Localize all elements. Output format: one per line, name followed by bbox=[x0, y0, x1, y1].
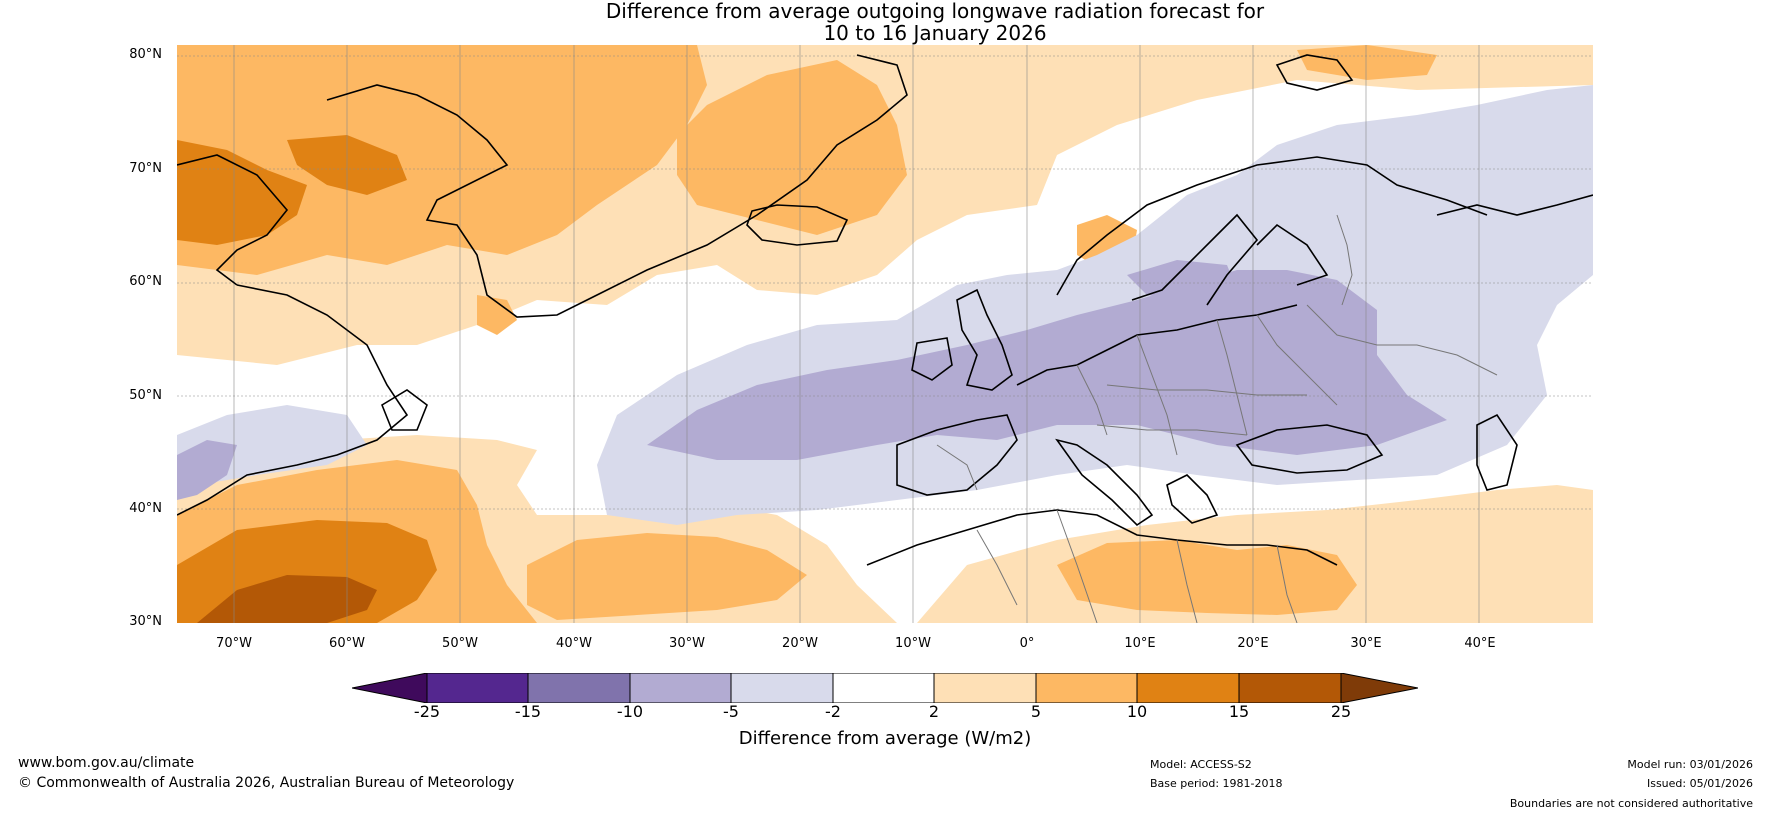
colorbar-tick-5: 5 bbox=[1030, 702, 1042, 721]
colorbar-title: Difference from average (W/m2) bbox=[738, 728, 1032, 749]
model-name: Model: ACCESS-S2 bbox=[1150, 758, 1252, 771]
russia-arctic-coast bbox=[1436, 194, 1593, 216]
svalbard-coast bbox=[1275, 54, 1354, 91]
issued-date: Issued: 05/01/2026 bbox=[1646, 777, 1753, 790]
colorbar-extend-low bbox=[352, 673, 427, 703]
colorbar-bin-7 bbox=[1036, 673, 1137, 703]
colorbar-bin-3 bbox=[630, 673, 731, 703]
ireland-coast bbox=[911, 337, 953, 381]
contour-minus10-to-minus5-baltic bbox=[1127, 260, 1237, 300]
sweden-baltic-coast bbox=[1131, 213, 1259, 306]
contour-5-to-10-central-south bbox=[527, 533, 807, 620]
colorbar-bin-6 bbox=[934, 673, 1036, 703]
colorbar-tick-minus25: -25 bbox=[413, 702, 441, 721]
base-period: Base period: 1981-2018 bbox=[1150, 777, 1283, 790]
greece-coast bbox=[1166, 474, 1219, 524]
north-africa-coast bbox=[866, 509, 1338, 566]
finland-coast bbox=[1256, 223, 1329, 286]
longitude-gridlines bbox=[233, 45, 1480, 623]
contour-15-to-25-southwest bbox=[197, 575, 377, 623]
colorbar-tick-minus2: -2 bbox=[825, 702, 841, 721]
copyright-text: © Commonwealth of Australia 2026, Austra… bbox=[18, 775, 515, 791]
contour-5-to-10-east-greenland bbox=[677, 60, 907, 235]
contour-minus10-to-minus5-atlantic-europe bbox=[647, 270, 1447, 460]
lon-label-10w: 10°W bbox=[895, 636, 931, 651]
contour-minus10-to-minus5-nova-scotia bbox=[177, 440, 237, 500]
lon-label-20e: 20°E bbox=[1237, 636, 1269, 651]
colorbar-bin-8 bbox=[1137, 673, 1239, 703]
colorbar-bin-2 bbox=[528, 673, 630, 703]
contour-5-to-10-svalbard bbox=[1297, 45, 1437, 80]
contour-5-to-10-labrador-sea bbox=[477, 295, 517, 335]
black-sea-coast bbox=[1235, 424, 1384, 474]
colorbar-tick-minus15: -15 bbox=[514, 702, 542, 721]
colorbar-tick-25: 25 bbox=[1330, 702, 1352, 721]
lon-label-0: 0° bbox=[1019, 636, 1035, 651]
boundaries-disclaimer: Boundaries are not considered authoritat… bbox=[1509, 797, 1753, 810]
contour-5-to-10-libya-egypt bbox=[1057, 540, 1357, 615]
lat-label-50n: 50°N bbox=[129, 388, 162, 403]
colorbar-bin-1 bbox=[427, 673, 528, 703]
title-line-2: 10 to 16 January 2026 bbox=[823, 21, 1047, 45]
lon-label-60w: 60°W bbox=[329, 636, 365, 651]
model-run-date: Model run: 03/01/2026 bbox=[1627, 758, 1753, 771]
colorbar-bin-4 bbox=[731, 673, 833, 703]
colorbar-tick-minus5: -5 bbox=[723, 702, 739, 721]
lat-label-40n: 40°N bbox=[129, 501, 162, 516]
lon-label-20w: 20°W bbox=[782, 636, 818, 651]
iceland-coast bbox=[746, 204, 849, 246]
britain-coast bbox=[956, 288, 1013, 391]
olr-anomaly-map bbox=[177, 45, 1593, 623]
colorbar bbox=[351, 672, 1419, 704]
lon-label-40w: 40°W bbox=[556, 636, 592, 651]
title-line-1: Difference from average outgoing longwav… bbox=[605, 0, 1265, 23]
colorbar-bin-9 bbox=[1239, 673, 1341, 703]
lat-label-70n: 70°N bbox=[129, 161, 162, 176]
lat-label-80n: 80°N bbox=[129, 47, 162, 62]
colorbar-tick-minus10: -10 bbox=[616, 702, 644, 721]
lon-label-40e: 40°E bbox=[1464, 636, 1496, 651]
iberia-coast bbox=[896, 414, 1018, 496]
coastlines bbox=[177, 54, 1593, 566]
colorbar-extend-high bbox=[1341, 673, 1418, 703]
lat-label-30n: 30°N bbox=[129, 614, 162, 629]
colorbar-tick-10: 10 bbox=[1126, 702, 1148, 721]
italy-coast bbox=[1055, 438, 1154, 527]
colorbar-bin-5 bbox=[833, 673, 934, 703]
baffin-coast bbox=[177, 154, 289, 286]
lon-label-30w: 30°W bbox=[669, 636, 705, 651]
colorbar-tick-15: 15 bbox=[1228, 702, 1250, 721]
lon-label-70w: 70°W bbox=[216, 636, 252, 651]
caspian-coast bbox=[1476, 413, 1518, 491]
contour-10-to-15-baffin bbox=[177, 140, 307, 245]
colorbar-tick-2: 2 bbox=[928, 702, 940, 721]
website-link[interactable]: www.bom.gov.au/climate bbox=[18, 755, 195, 771]
scandinavia-coast bbox=[1056, 156, 1488, 296]
contour-5-to-10-greenland bbox=[177, 45, 707, 275]
greenland-coast bbox=[326, 54, 908, 318]
lon-label-50w: 50°W bbox=[442, 636, 478, 651]
lon-label-10e: 10°E bbox=[1124, 636, 1156, 651]
lat-label-60n: 60°N bbox=[129, 274, 162, 289]
newfoundland-coast bbox=[381, 389, 428, 431]
latitude-gridlines bbox=[177, 55, 1593, 510]
labrador-coast bbox=[177, 284, 409, 516]
lon-label-30e: 30°E bbox=[1350, 636, 1382, 651]
country-borders bbox=[936, 214, 1498, 623]
